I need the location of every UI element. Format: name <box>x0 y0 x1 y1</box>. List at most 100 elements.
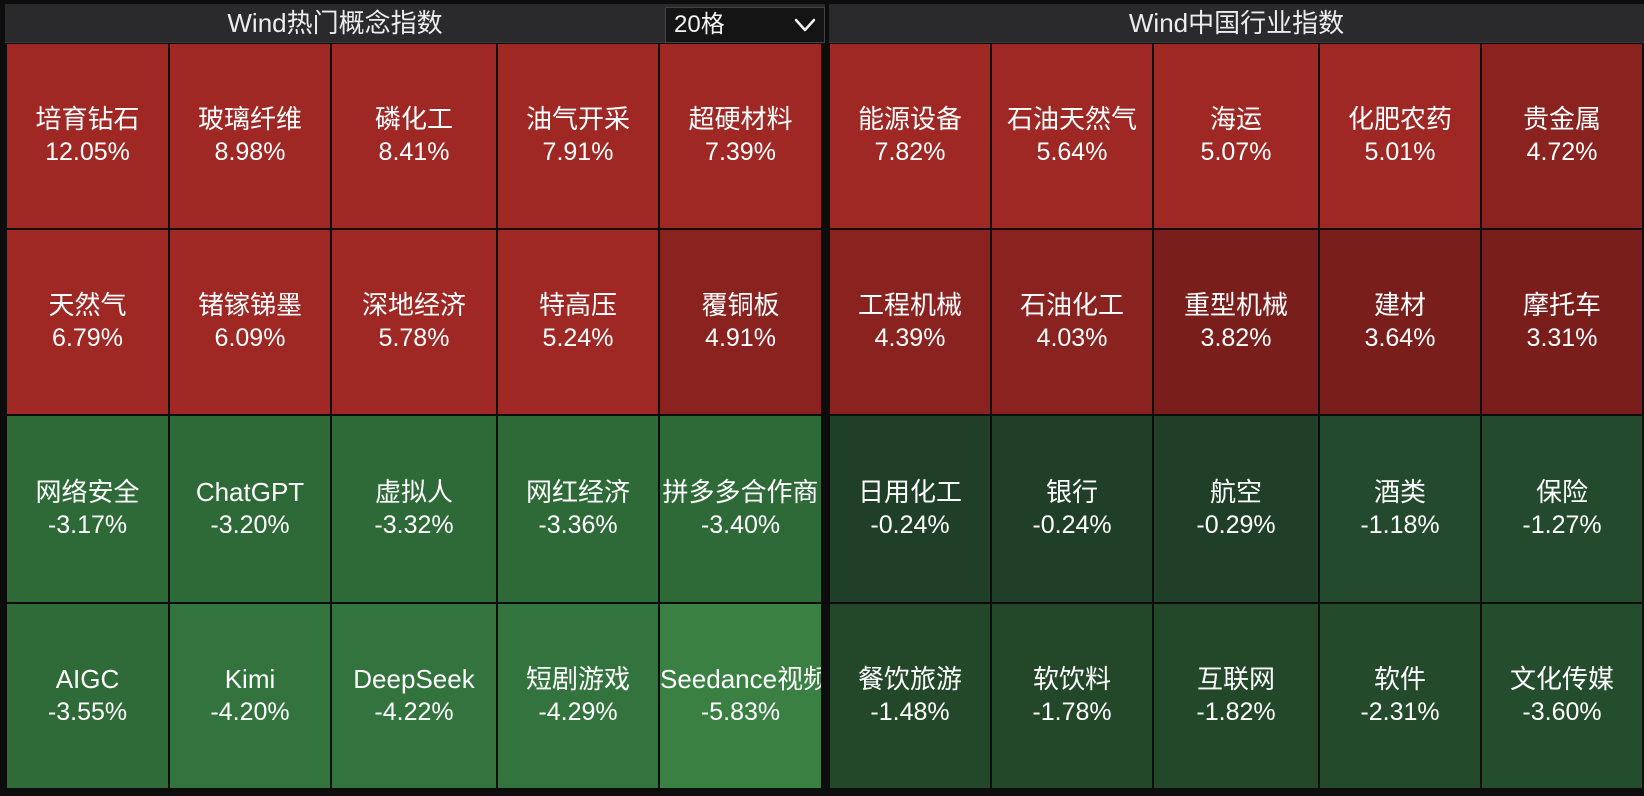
index-tile[interactable]: 特高压 5.24% <box>498 230 660 416</box>
index-tile-name: 保险 <box>1535 477 1588 507</box>
index-tile-name: 拼多多合作商 <box>662 477 819 507</box>
index-tile[interactable]: 航空 -0.29% <box>1154 416 1320 604</box>
index-tile[interactable]: 文化传媒 -3.60% <box>1482 604 1644 790</box>
index-tile-content: 酒类 -1.18% <box>1320 476 1480 542</box>
index-tile-change: 8.98% <box>214 138 286 166</box>
index-tile-content: ChatGPT -3.20% <box>170 476 330 542</box>
index-tile-name: 网络安全 <box>35 477 140 507</box>
index-tile[interactable]: 深地经济 5.78% <box>332 230 498 416</box>
concept-panel-title: Wind热门概念指数 <box>227 8 443 38</box>
index-tile-change: 3.31% <box>1526 324 1598 352</box>
index-tile-name: AIGC <box>55 664 120 694</box>
index-tile[interactable]: 天然气 6.79% <box>7 230 170 416</box>
index-tile-change: -1.27% <box>1522 511 1602 539</box>
index-tile-change: 8.41% <box>378 138 450 166</box>
index-tile[interactable]: 网红经济 -3.36% <box>498 416 660 604</box>
index-tile-content: 网络安全 -3.17% <box>7 476 168 542</box>
chevron-down-icon <box>794 18 816 32</box>
index-tile[interactable]: 培育钻石 12.05% <box>7 44 170 230</box>
index-tile-content: 特高压 5.24% <box>498 289 658 355</box>
index-tile-name: 贵金属 <box>1522 104 1601 134</box>
index-tile[interactable]: 保险 -1.27% <box>1482 416 1644 604</box>
index-tile[interactable]: 油气开采 7.91% <box>498 44 660 230</box>
index-tile[interactable]: 建材 3.64% <box>1320 230 1482 416</box>
index-tile[interactable]: 贵金属 4.72% <box>1482 44 1644 230</box>
index-tile[interactable]: 工程机械 4.39% <box>830 230 992 416</box>
index-tile-content: 深地经济 5.78% <box>332 289 496 355</box>
index-tile-content: 短剧游戏 -4.29% <box>498 663 658 729</box>
index-tile-content: 化肥农药 5.01% <box>1320 103 1480 169</box>
index-tile[interactable]: 超硬材料 7.39% <box>660 44 823 230</box>
index-tile-name: 酒类 <box>1373 477 1426 507</box>
index-tile-content: 银行 -0.24% <box>992 476 1152 542</box>
index-tile[interactable]: Kimi -4.20% <box>170 604 332 790</box>
index-tile-content: 互联网 -1.82% <box>1154 663 1318 729</box>
index-tile[interactable]: AIGC -3.55% <box>7 604 170 790</box>
index-tile[interactable]: 餐饮旅游 -1.48% <box>830 604 992 790</box>
index-tile-name: 虚拟人 <box>374 477 453 507</box>
index-tile[interactable]: 海运 5.07% <box>1154 44 1320 230</box>
index-tile[interactable]: 锗镓锑墨 6.09% <box>170 230 332 416</box>
index-tile-name: 摩托车 <box>1522 290 1601 320</box>
index-tile[interactable]: 拼多多合作商 -3.40% <box>660 416 823 604</box>
index-tile-content: 软件 -2.31% <box>1320 663 1480 729</box>
index-tile[interactable]: 网络安全 -3.17% <box>7 416 170 604</box>
industry-panel-title: Wind中国行业指数 <box>1128 8 1345 38</box>
index-tile[interactable]: 互联网 -1.82% <box>1154 604 1320 790</box>
index-tile-content: 软饮料 -1.78% <box>992 663 1152 729</box>
index-tile[interactable]: 覆铜板 4.91% <box>660 230 823 416</box>
index-tile[interactable]: 软件 -2.31% <box>1320 604 1482 790</box>
index-tile-change: 12.05% <box>45 138 130 166</box>
index-tile-change: -1.48% <box>870 698 950 726</box>
index-tile[interactable]: 日用化工 -0.24% <box>830 416 992 604</box>
index-tile-change: 5.07% <box>1200 138 1272 166</box>
index-tile[interactable]: 磷化工 8.41% <box>332 44 498 230</box>
index-tile-name: 石油化工 <box>1019 290 1124 320</box>
index-tile-name: 互联网 <box>1196 664 1275 694</box>
index-tile[interactable]: 软饮料 -1.78% <box>992 604 1154 790</box>
index-tile[interactable]: 银行 -0.24% <box>992 416 1154 604</box>
grid-count-select[interactable]: 20格 <box>665 7 825 43</box>
index-tile-change: 6.09% <box>214 324 286 352</box>
index-tile[interactable]: ChatGPT -3.20% <box>170 416 332 604</box>
index-tile-content: 磷化工 8.41% <box>332 103 496 169</box>
index-tile[interactable]: 化肥农药 5.01% <box>1320 44 1482 230</box>
index-tile-name: 玻璃纤维 <box>197 104 302 134</box>
index-tile[interactable]: 能源设备 7.82% <box>830 44 992 230</box>
index-tile[interactable]: 酒类 -1.18% <box>1320 416 1482 604</box>
index-tile-name: DeepSeek <box>353 664 475 694</box>
index-tile-change: 4.39% <box>874 324 946 352</box>
index-tile-change: -3.40% <box>700 511 781 539</box>
index-tile[interactable]: 虚拟人 -3.32% <box>332 416 498 604</box>
index-tile-content: 覆铜板 4.91% <box>660 289 821 355</box>
index-tile-name: 建材 <box>1373 290 1426 320</box>
index-tile-name: 培育钻石 <box>35 104 140 134</box>
index-tile-content: 能源设备 7.82% <box>830 103 990 169</box>
index-tile-content: 餐饮旅游 -1.48% <box>830 663 990 729</box>
index-tile[interactable]: 短剧游戏 -4.29% <box>498 604 660 790</box>
index-tile-content: 保险 -1.27% <box>1482 476 1642 542</box>
index-tile-name: 覆铜板 <box>701 290 780 320</box>
index-tile[interactable]: 重型机械 3.82% <box>1154 230 1320 416</box>
index-tile-change: -3.36% <box>538 511 618 539</box>
index-tile[interactable]: 石油化工 4.03% <box>992 230 1154 416</box>
index-tile-name: ChatGPT <box>195 477 305 507</box>
index-tile-content: 超硬材料 7.39% <box>660 103 821 169</box>
index-tile[interactable]: 玻璃纤维 8.98% <box>170 44 332 230</box>
index-tile[interactable]: Seedance视频大模型 -5.83% <box>660 604 823 790</box>
index-tile-name: 工程机械 <box>857 290 962 320</box>
index-tile-content: 培育钻石 12.05% <box>7 103 168 169</box>
index-tile[interactable]: DeepSeek -4.22% <box>332 604 498 790</box>
index-tile-change: 7.39% <box>705 138 776 166</box>
index-tile-content: AIGC -3.55% <box>7 663 168 729</box>
index-tile-change: -3.17% <box>47 511 128 539</box>
index-tile[interactable]: 摩托车 3.31% <box>1482 230 1644 416</box>
index-tile-change: 3.64% <box>1364 324 1436 352</box>
index-tile-content: 贵金属 4.72% <box>1482 103 1642 169</box>
index-tile[interactable]: 石油天然气 5.64% <box>992 44 1154 230</box>
grid-count-value: 20格 <box>674 11 725 38</box>
index-tile-change: 3.82% <box>1200 324 1272 352</box>
index-tile-content: 日用化工 -0.24% <box>830 476 990 542</box>
index-tile-change: 5.24% <box>542 324 614 352</box>
index-tile-name: Seedance视频大模型 <box>660 664 821 694</box>
